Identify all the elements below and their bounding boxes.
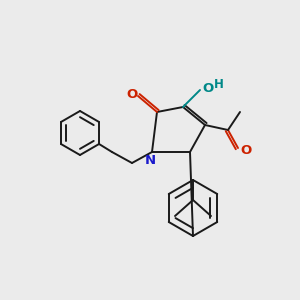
Text: O: O bbox=[202, 82, 214, 95]
Text: H: H bbox=[214, 79, 224, 92]
Text: N: N bbox=[144, 154, 156, 166]
Text: O: O bbox=[240, 143, 252, 157]
Text: O: O bbox=[126, 88, 138, 101]
